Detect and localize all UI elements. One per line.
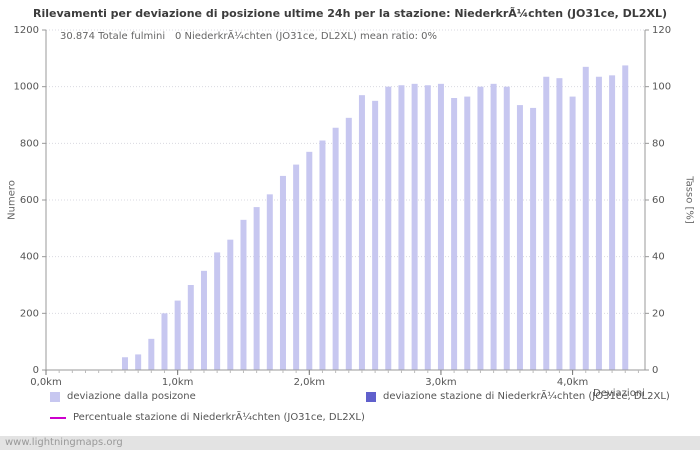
legend-label-station-percentage: Percentuale stazione di NiederkrÃ¼chten … <box>73 412 365 423</box>
svg-text:400: 400 <box>20 252 39 263</box>
svg-text:1,0km: 1,0km <box>162 377 193 388</box>
stat-total-lightning: 30.874 Totale fulmini <box>60 31 166 42</box>
svg-text:100: 100 <box>652 82 671 93</box>
site-url: www.lightningmaps.org <box>5 437 123 448</box>
footer-bar: www.lightningmaps.org <box>0 436 700 450</box>
legend-swatch-station-deviation-icon <box>366 391 376 402</box>
bar-chart: 0 200 400 600 800 1000 1200 0 20 40 60 80 100 120 0,0k… <box>14 25 672 388</box>
svg-text:800: 800 <box>20 138 39 149</box>
legend-item-station-percentage: Percentuale stazione di NiederkrÃ¼chten … <box>50 412 365 423</box>
legend-label-station-deviation: deviazione stazione di NiederkrÃ¼chten (… <box>383 391 670 402</box>
svg-text:120: 120 <box>652 25 671 36</box>
svg-text:0: 0 <box>652 365 658 376</box>
svg-text:0,0km: 0,0km <box>30 377 61 388</box>
stat-station-count: 0 NiederkrÃ¼chten (JO31ce, DL2XL) <box>175 31 357 42</box>
svg-text:0: 0 <box>33 365 39 376</box>
svg-text:1200: 1200 <box>14 25 39 36</box>
legend-line-station-percentage-icon <box>50 416 66 419</box>
svg-text:20: 20 <box>652 308 665 319</box>
page-title: Rilevamenti per deviazione di posizione … <box>33 7 667 20</box>
x-axis-label: Deviazioni <box>593 388 645 399</box>
svg-text:60: 60 <box>652 195 665 206</box>
svg-text:1000: 1000 <box>14 82 39 93</box>
svg-text:200: 200 <box>20 308 39 319</box>
legend-swatch-deviation-position-icon <box>50 391 60 402</box>
legend-label-deviation-position: deviazione dalla posizone <box>67 391 196 402</box>
stat-mean-ratio: mean ratio: 0% <box>360 31 438 42</box>
svg-text:4,0km: 4,0km <box>557 377 588 388</box>
svg-text:2,0km: 2,0km <box>294 377 325 388</box>
svg-text:600: 600 <box>20 195 39 206</box>
svg-text:40: 40 <box>652 252 665 263</box>
svg-text:80: 80 <box>652 138 665 149</box>
legend-item-station-deviation: deviazione stazione di NiederkrÃ¼chten (… <box>366 391 670 402</box>
svg-text:3,0km: 3,0km <box>425 377 456 388</box>
legend-item-deviation-position: deviazione dalla posizone <box>50 391 196 402</box>
